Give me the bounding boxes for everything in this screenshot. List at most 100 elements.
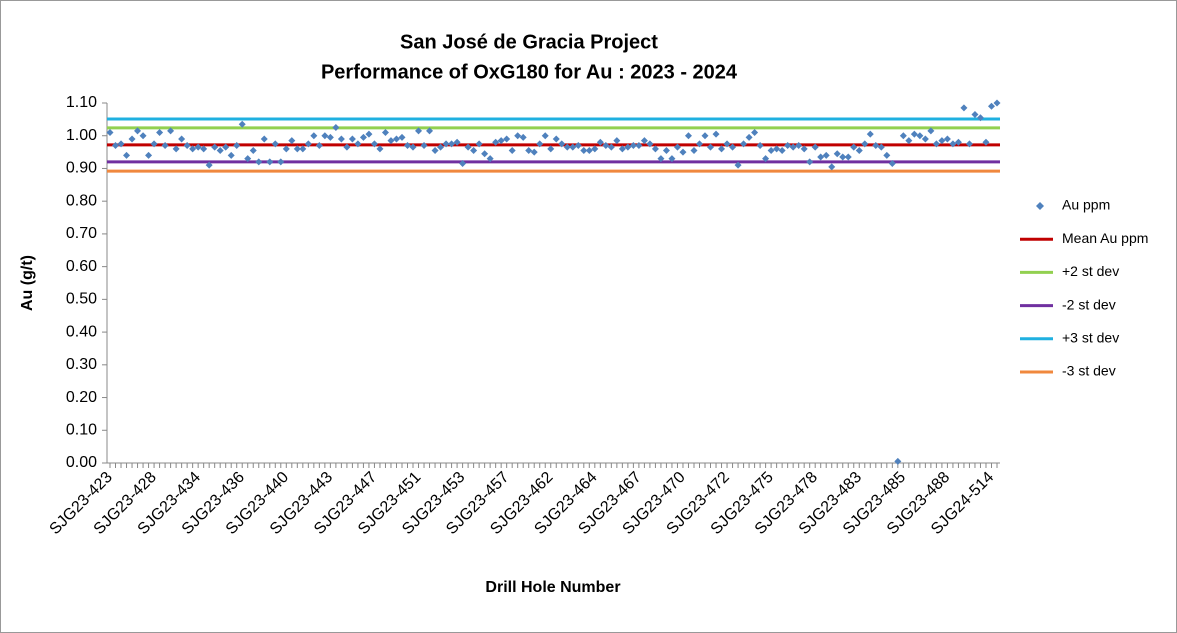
data-point xyxy=(337,135,345,143)
data-point xyxy=(260,135,268,143)
data-point xyxy=(960,104,968,112)
data-point xyxy=(740,140,748,148)
data-point xyxy=(266,158,274,166)
data-point xyxy=(695,140,703,148)
data-point xyxy=(866,130,874,138)
data-point xyxy=(916,132,924,140)
data-point xyxy=(607,143,615,151)
data-point xyxy=(315,142,323,150)
data-point xyxy=(646,140,654,148)
data-point xyxy=(905,137,913,145)
data-point xyxy=(233,142,241,150)
data-point xyxy=(657,155,665,163)
data-point xyxy=(415,127,423,135)
data-point xyxy=(552,135,560,143)
data-point xyxy=(178,135,186,143)
data-point xyxy=(536,140,544,148)
legend-label: +2 st dev xyxy=(1062,263,1119,279)
data-point xyxy=(718,145,726,153)
data-point xyxy=(949,140,957,148)
data-point xyxy=(839,153,847,161)
y-tick-label: 0.70 xyxy=(66,225,97,242)
data-point xyxy=(756,142,764,150)
data-point xyxy=(734,161,742,169)
chart-title: San José de Gracia Project xyxy=(400,31,658,53)
data-point xyxy=(448,140,456,148)
data-point xyxy=(150,140,158,148)
data-point xyxy=(773,145,781,153)
y-tick-label: 0.30 xyxy=(66,356,97,373)
data-point xyxy=(767,146,775,154)
data-point xyxy=(216,146,224,154)
data-point xyxy=(293,145,301,153)
data-point xyxy=(684,132,692,140)
data-point xyxy=(613,137,621,145)
data-point xyxy=(965,140,973,148)
legend-label: -3 st dev xyxy=(1062,363,1116,379)
data-point xyxy=(392,135,400,143)
data-point xyxy=(497,137,505,145)
data-point xyxy=(106,128,114,136)
legend-label: Au ppm xyxy=(1062,197,1110,213)
data-point xyxy=(712,130,720,138)
y-tick-label: 0.20 xyxy=(66,389,97,406)
data-point xyxy=(123,151,131,159)
x-axis-title: Drill Hole Number xyxy=(485,579,620,596)
y-tick-label: 0.90 xyxy=(66,160,97,177)
data-point xyxy=(365,130,373,138)
data-point xyxy=(404,142,412,150)
data-point xyxy=(795,142,803,150)
data-point xyxy=(596,138,604,146)
data-point xyxy=(729,143,737,151)
data-point xyxy=(872,142,880,150)
data-point xyxy=(894,457,902,465)
data-point xyxy=(117,140,125,148)
y-tick-label: 1.10 xyxy=(66,94,97,111)
data-point xyxy=(789,143,797,151)
chart-subtitle: Performance of OxG180 for Au : 2023 - 20… xyxy=(321,61,738,83)
data-point xyxy=(156,128,164,136)
data-point xyxy=(938,137,946,145)
data-point xyxy=(844,153,852,161)
data-point xyxy=(778,146,786,154)
data-point xyxy=(326,133,334,141)
data-point xyxy=(530,148,538,156)
data-point xyxy=(745,133,753,141)
data-point xyxy=(161,142,169,150)
data-point xyxy=(420,142,428,150)
y-tick-label: 0.50 xyxy=(66,291,97,308)
data-point xyxy=(547,145,555,153)
data-point xyxy=(426,127,434,135)
data-point xyxy=(921,135,929,143)
data-point xyxy=(574,142,582,150)
data-point xyxy=(602,142,610,150)
data-point xyxy=(640,137,648,145)
data-point xyxy=(877,143,885,151)
data-point xyxy=(828,163,836,171)
y-tick-label: 0.00 xyxy=(66,454,97,471)
data-point xyxy=(591,145,599,153)
legend-marker xyxy=(1036,202,1044,210)
data-point xyxy=(525,146,533,154)
data-point xyxy=(541,132,549,140)
data-point xyxy=(762,155,770,163)
data-point xyxy=(932,140,940,148)
data-point xyxy=(134,127,142,135)
data-point xyxy=(139,132,147,140)
data-point xyxy=(431,146,439,154)
data-point xyxy=(954,138,962,146)
data-point xyxy=(850,143,858,151)
data-point xyxy=(370,140,378,148)
data-point xyxy=(282,145,290,153)
data-point xyxy=(205,161,213,169)
y-tick-label: 0.80 xyxy=(66,192,97,209)
data-point xyxy=(563,143,571,151)
data-point xyxy=(503,135,511,143)
legend-label: -2 st dev xyxy=(1062,296,1116,312)
data-point xyxy=(723,140,731,148)
data-point xyxy=(112,142,120,150)
data-point xyxy=(585,146,593,154)
data-point xyxy=(679,148,687,156)
data-point xyxy=(277,158,285,166)
data-point xyxy=(222,143,230,151)
